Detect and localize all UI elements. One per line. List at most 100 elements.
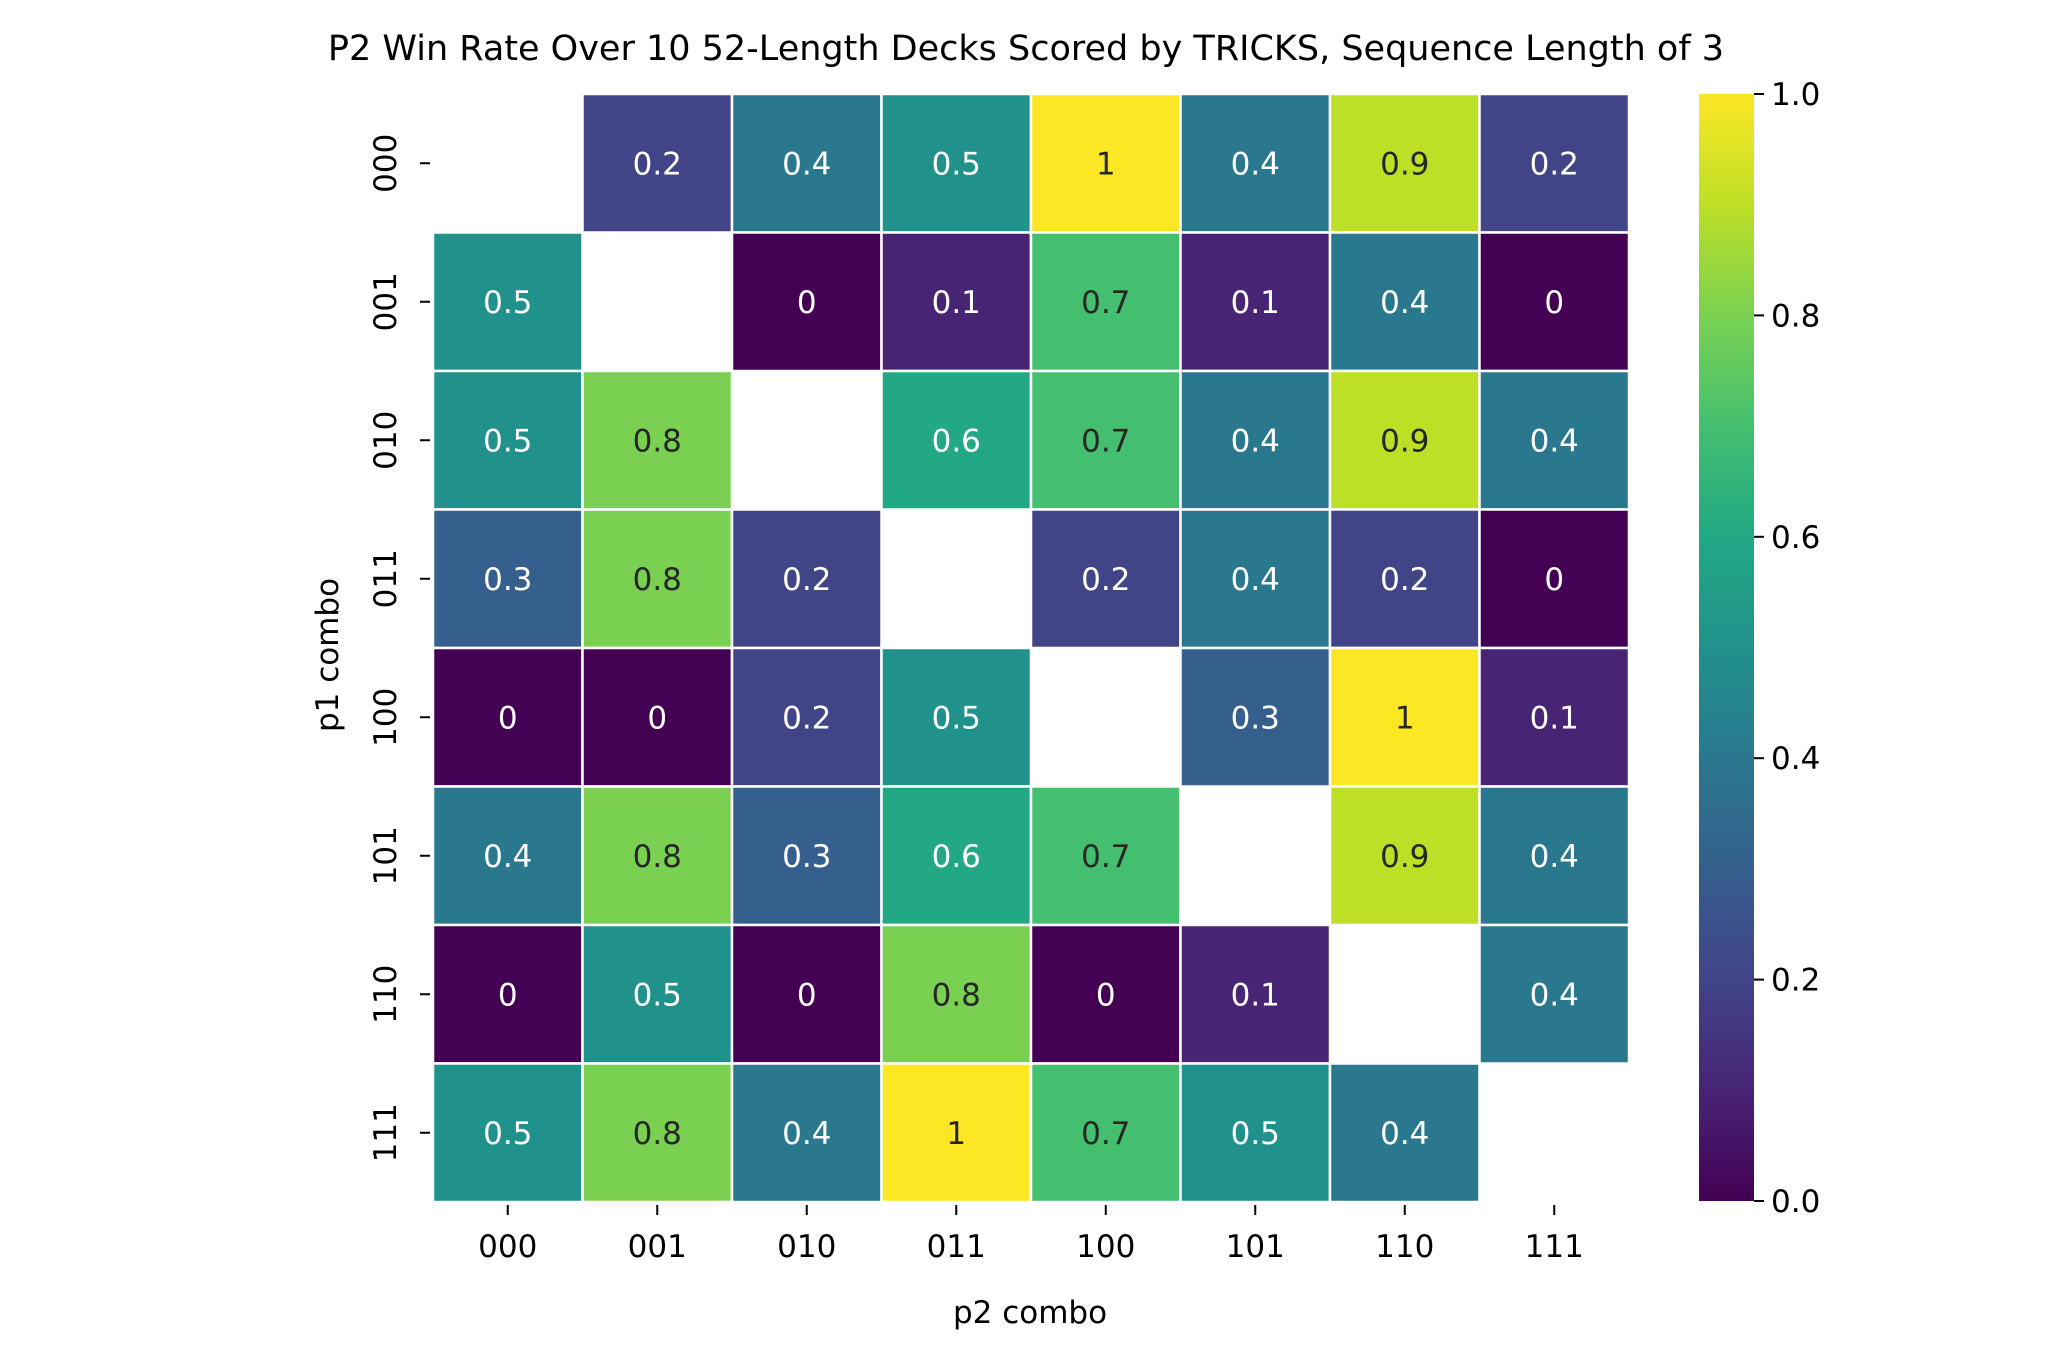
cell-value-label: 0.1 [932,285,981,321]
heatmap-cell [1179,923,1332,1065]
cell-value-label: 0.2 [633,146,682,182]
x-tick-label: 011 [927,1229,986,1265]
y-tick-label: 010 [368,411,404,470]
y-axis-ticks: 000 001 010 011 100 101 110 111 [368,134,430,1162]
cell-value-label: 0.4 [1530,839,1579,875]
heatmap-cell [880,231,1033,373]
cell-value-label: 0.2 [782,562,831,598]
cell-value-label: 0 [498,700,518,736]
cell-value-label: 0.8 [633,562,682,598]
cell-value-label: 0.6 [932,839,981,875]
cell-value-label: 0.1 [1530,700,1579,736]
cell-value-label: 0.7 [1081,423,1130,459]
colorbar-ticks: 0.0 0.2 0.4 0.6 0.8 1.0 [1754,77,1820,1220]
heatmap-cell [1029,369,1182,511]
colorbar-tick-label: 0.4 [1771,741,1820,777]
x-tick-label: 010 [777,1229,836,1265]
x-tick-label: 100 [1076,1229,1135,1265]
heatmap-cell [1478,785,1631,927]
y-tick-label: 000 [368,134,404,193]
chart-title: P2 Win Rate Over 10 52-Length Decks Scor… [328,29,1724,69]
heatmap-cell [730,508,883,650]
heatmap-cell [1029,923,1182,1065]
cell-value-label: 0.7 [1081,1116,1130,1152]
heatmap-cell [730,231,883,373]
heatmap-cell [581,1062,734,1204]
x-tick-label: 001 [628,1229,687,1265]
heatmap-cell [1478,923,1631,1065]
cell-value-label: 0 [647,700,667,736]
cell-value-label: 0.6 [932,423,981,459]
cell-value-label: 0 [1096,977,1116,1013]
y-tick-label: 101 [368,826,404,885]
cell-value-label: 0.2 [1530,146,1579,182]
heatmap-cell [1478,369,1631,511]
heatmap-cell [1029,508,1182,650]
cell-value-label: 0.1 [1231,977,1280,1013]
heatmap-cell [880,369,1033,511]
cell-value-label: 0.3 [782,839,831,875]
heatmap-cell [1328,1062,1481,1204]
cell-value-label: 0.7 [1081,285,1130,321]
cell-value-label: 0.8 [633,839,682,875]
heatmap-cell [730,923,883,1065]
cell-value-label: 0.5 [932,700,981,736]
heatmap-cell [730,646,883,788]
cell-value-label: 0.9 [1380,423,1429,459]
x-axis-ticks: 000 001 010 011 100 101 110 111 [478,1205,1584,1265]
y-tick-label: 110 [368,965,404,1024]
cell-value-label: 0.4 [1530,423,1579,459]
colorbar [1699,94,1754,1201]
cell-value-label: 1 [1395,700,1415,736]
cell-value-label: 0 [1544,285,1564,321]
heatmap-cell [880,923,1033,1065]
cell-value-label: 0.4 [1231,423,1280,459]
cell-value-label: 0.2 [1081,562,1130,598]
cell-value-label: 0 [797,977,817,1013]
x-axis-label: p2 combo [953,1295,1107,1331]
cell-value-label: 0.5 [483,1116,532,1152]
cell-value-label: 0.5 [932,146,981,182]
x-tick-label: 111 [1525,1229,1584,1265]
cell-value-label: 0.4 [1231,146,1280,182]
heatmap-cell [581,369,734,511]
x-tick-label: 101 [1226,1229,1285,1265]
heatmap-cell [1328,785,1481,927]
colorbar-tick-label: 0.6 [1771,520,1820,556]
cell-value-label: 0.5 [483,423,532,459]
heatmap-cell [431,646,584,788]
cell-value-label: 0.2 [782,700,831,736]
x-tick-label: 000 [478,1229,537,1265]
y-tick-label: 011 [368,549,404,608]
colorbar-tick-label: 0.0 [1771,1184,1820,1220]
cell-value-label: 0.4 [1530,977,1579,1013]
cell-value-label: 0.2 [1380,562,1429,598]
heatmap-cell [581,508,734,650]
cell-value-label: 0.5 [1231,1116,1280,1152]
heatmap-cells: 0.2 0.4 0.5 1 0.4 0.9 0.2 0.5 0 0.1 0.7 0.1 0.4 0 0.5 0… [431,92,1631,1204]
heatmap-cell [1328,508,1481,650]
heatmap-cell [880,785,1033,927]
y-tick-label: 100 [368,688,404,747]
cell-value-label: 0 [498,977,518,1013]
cell-value-label: 0.4 [782,146,831,182]
heatmap-cell [880,1062,1033,1204]
cell-value-label: 0 [797,285,817,321]
cell-value-label: 0.4 [1231,562,1280,598]
heatmap-cell [1029,785,1182,927]
heatmap-cell [730,92,883,234]
heatmap-cell [581,92,734,234]
colorbar-tick-label: 1.0 [1771,77,1820,113]
cell-value-label: 0 [1544,562,1564,598]
cell-value-label: 0.9 [1380,839,1429,875]
heatmap-cell [1328,369,1481,511]
heatmap-cell [880,92,1033,234]
cell-value-label: 1 [946,1116,966,1152]
heatmap-cell [431,231,584,373]
heatmap-cell [1478,231,1631,373]
heatmap-cell [431,1062,584,1204]
heatmap-cell [1179,1062,1332,1204]
cell-value-label: 0.5 [633,977,682,1013]
colorbar-tick-label: 0.8 [1771,298,1820,334]
